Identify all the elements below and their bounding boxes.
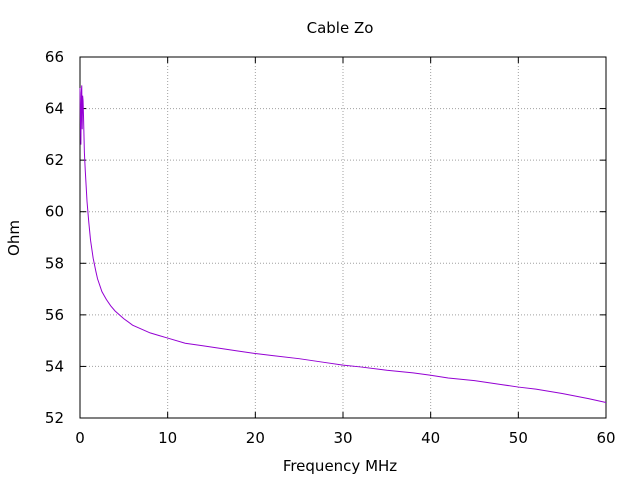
y-tick-label: 62: [45, 151, 64, 169]
grid-lines: [80, 57, 606, 418]
y-tick-label: 60: [45, 203, 64, 221]
tick-marks: [79, 56, 607, 419]
y-tick-label: 58: [45, 254, 64, 272]
x-tick-label: 60: [596, 429, 615, 447]
y-tick-label: 66: [45, 48, 64, 66]
x-tick-label: 10: [158, 429, 177, 447]
series-line: [79, 85, 607, 404]
x-tick-label: 40: [421, 429, 440, 447]
x-tick-label: 0: [75, 429, 85, 447]
tick-labels: 0 10 20 30 40 50 60 52 54 56 58 60 62 64 66: [45, 48, 616, 447]
chart-title: Cable Zo: [307, 19, 374, 37]
y-tick-label: 54: [45, 357, 64, 375]
y-axis-label: Ohm: [5, 220, 23, 256]
y-tick-label: 56: [45, 306, 64, 324]
x-tick-label: 50: [509, 429, 528, 447]
x-axis-label: Frequency MHz: [283, 457, 397, 475]
x-tick-label: 20: [246, 429, 265, 447]
x-tick-label: 30: [333, 429, 352, 447]
y-tick-label: 52: [45, 409, 64, 427]
y-tick-label: 64: [45, 100, 64, 118]
